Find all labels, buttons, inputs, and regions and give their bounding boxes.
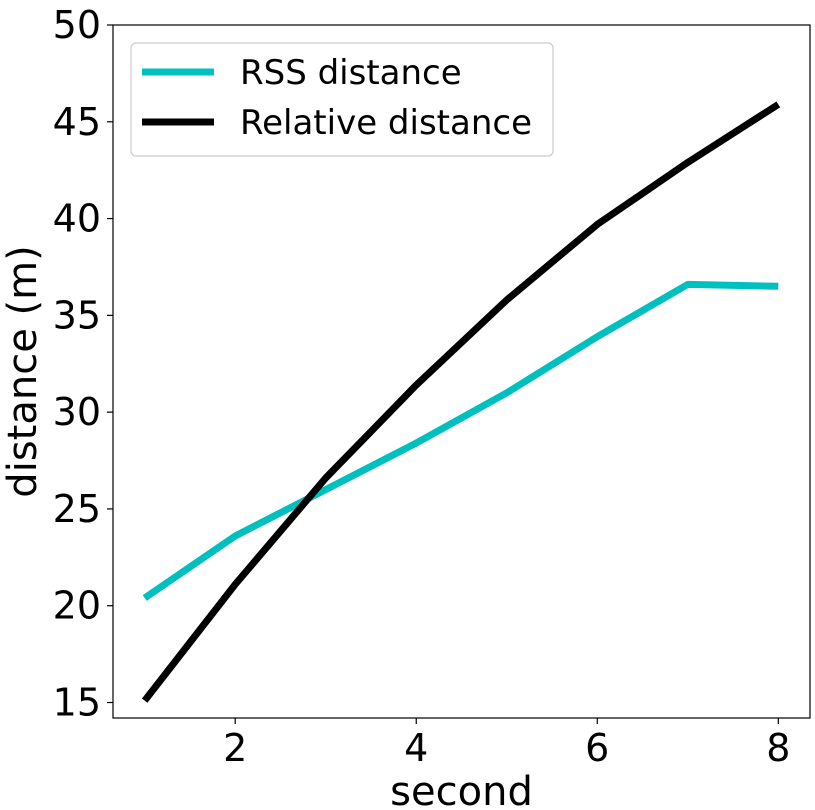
x-tick-label: 4 bbox=[404, 726, 428, 770]
plot-area-frame bbox=[112, 24, 811, 719]
y-axis-ticks: 15 20 25 30 35 40 45 50 bbox=[53, 3, 113, 725]
y-axis-label: distance (m) bbox=[0, 245, 46, 497]
x-axis-ticks: 2 4 6 8 bbox=[223, 718, 790, 770]
series-line-rss-distance bbox=[142, 280, 779, 601]
y-tick-label: 20 bbox=[53, 584, 101, 628]
series-line-relative-distance bbox=[141, 101, 781, 703]
y-tick-label: 50 bbox=[53, 3, 101, 47]
legend-label-rss-distance: RSS distance bbox=[240, 53, 462, 93]
legend-box bbox=[130, 42, 554, 157]
y-tick-label: 30 bbox=[53, 390, 101, 434]
x-tick-label: 2 bbox=[223, 726, 247, 770]
x-axis-label: second bbox=[390, 769, 533, 810]
legend-label-relative-distance: Relative distance bbox=[240, 103, 532, 143]
legend: RSS distance Relative distance bbox=[130, 42, 554, 157]
x-tick-label: 6 bbox=[585, 726, 609, 770]
y-tick-label: 25 bbox=[53, 487, 101, 531]
x-tick-label: 8 bbox=[766, 726, 790, 770]
y-tick-label: 40 bbox=[53, 197, 101, 241]
y-tick-label: 35 bbox=[53, 293, 101, 337]
series-layer bbox=[141, 101, 781, 703]
y-tick-label: 15 bbox=[53, 681, 101, 725]
y-tick-label: 45 bbox=[53, 100, 101, 144]
